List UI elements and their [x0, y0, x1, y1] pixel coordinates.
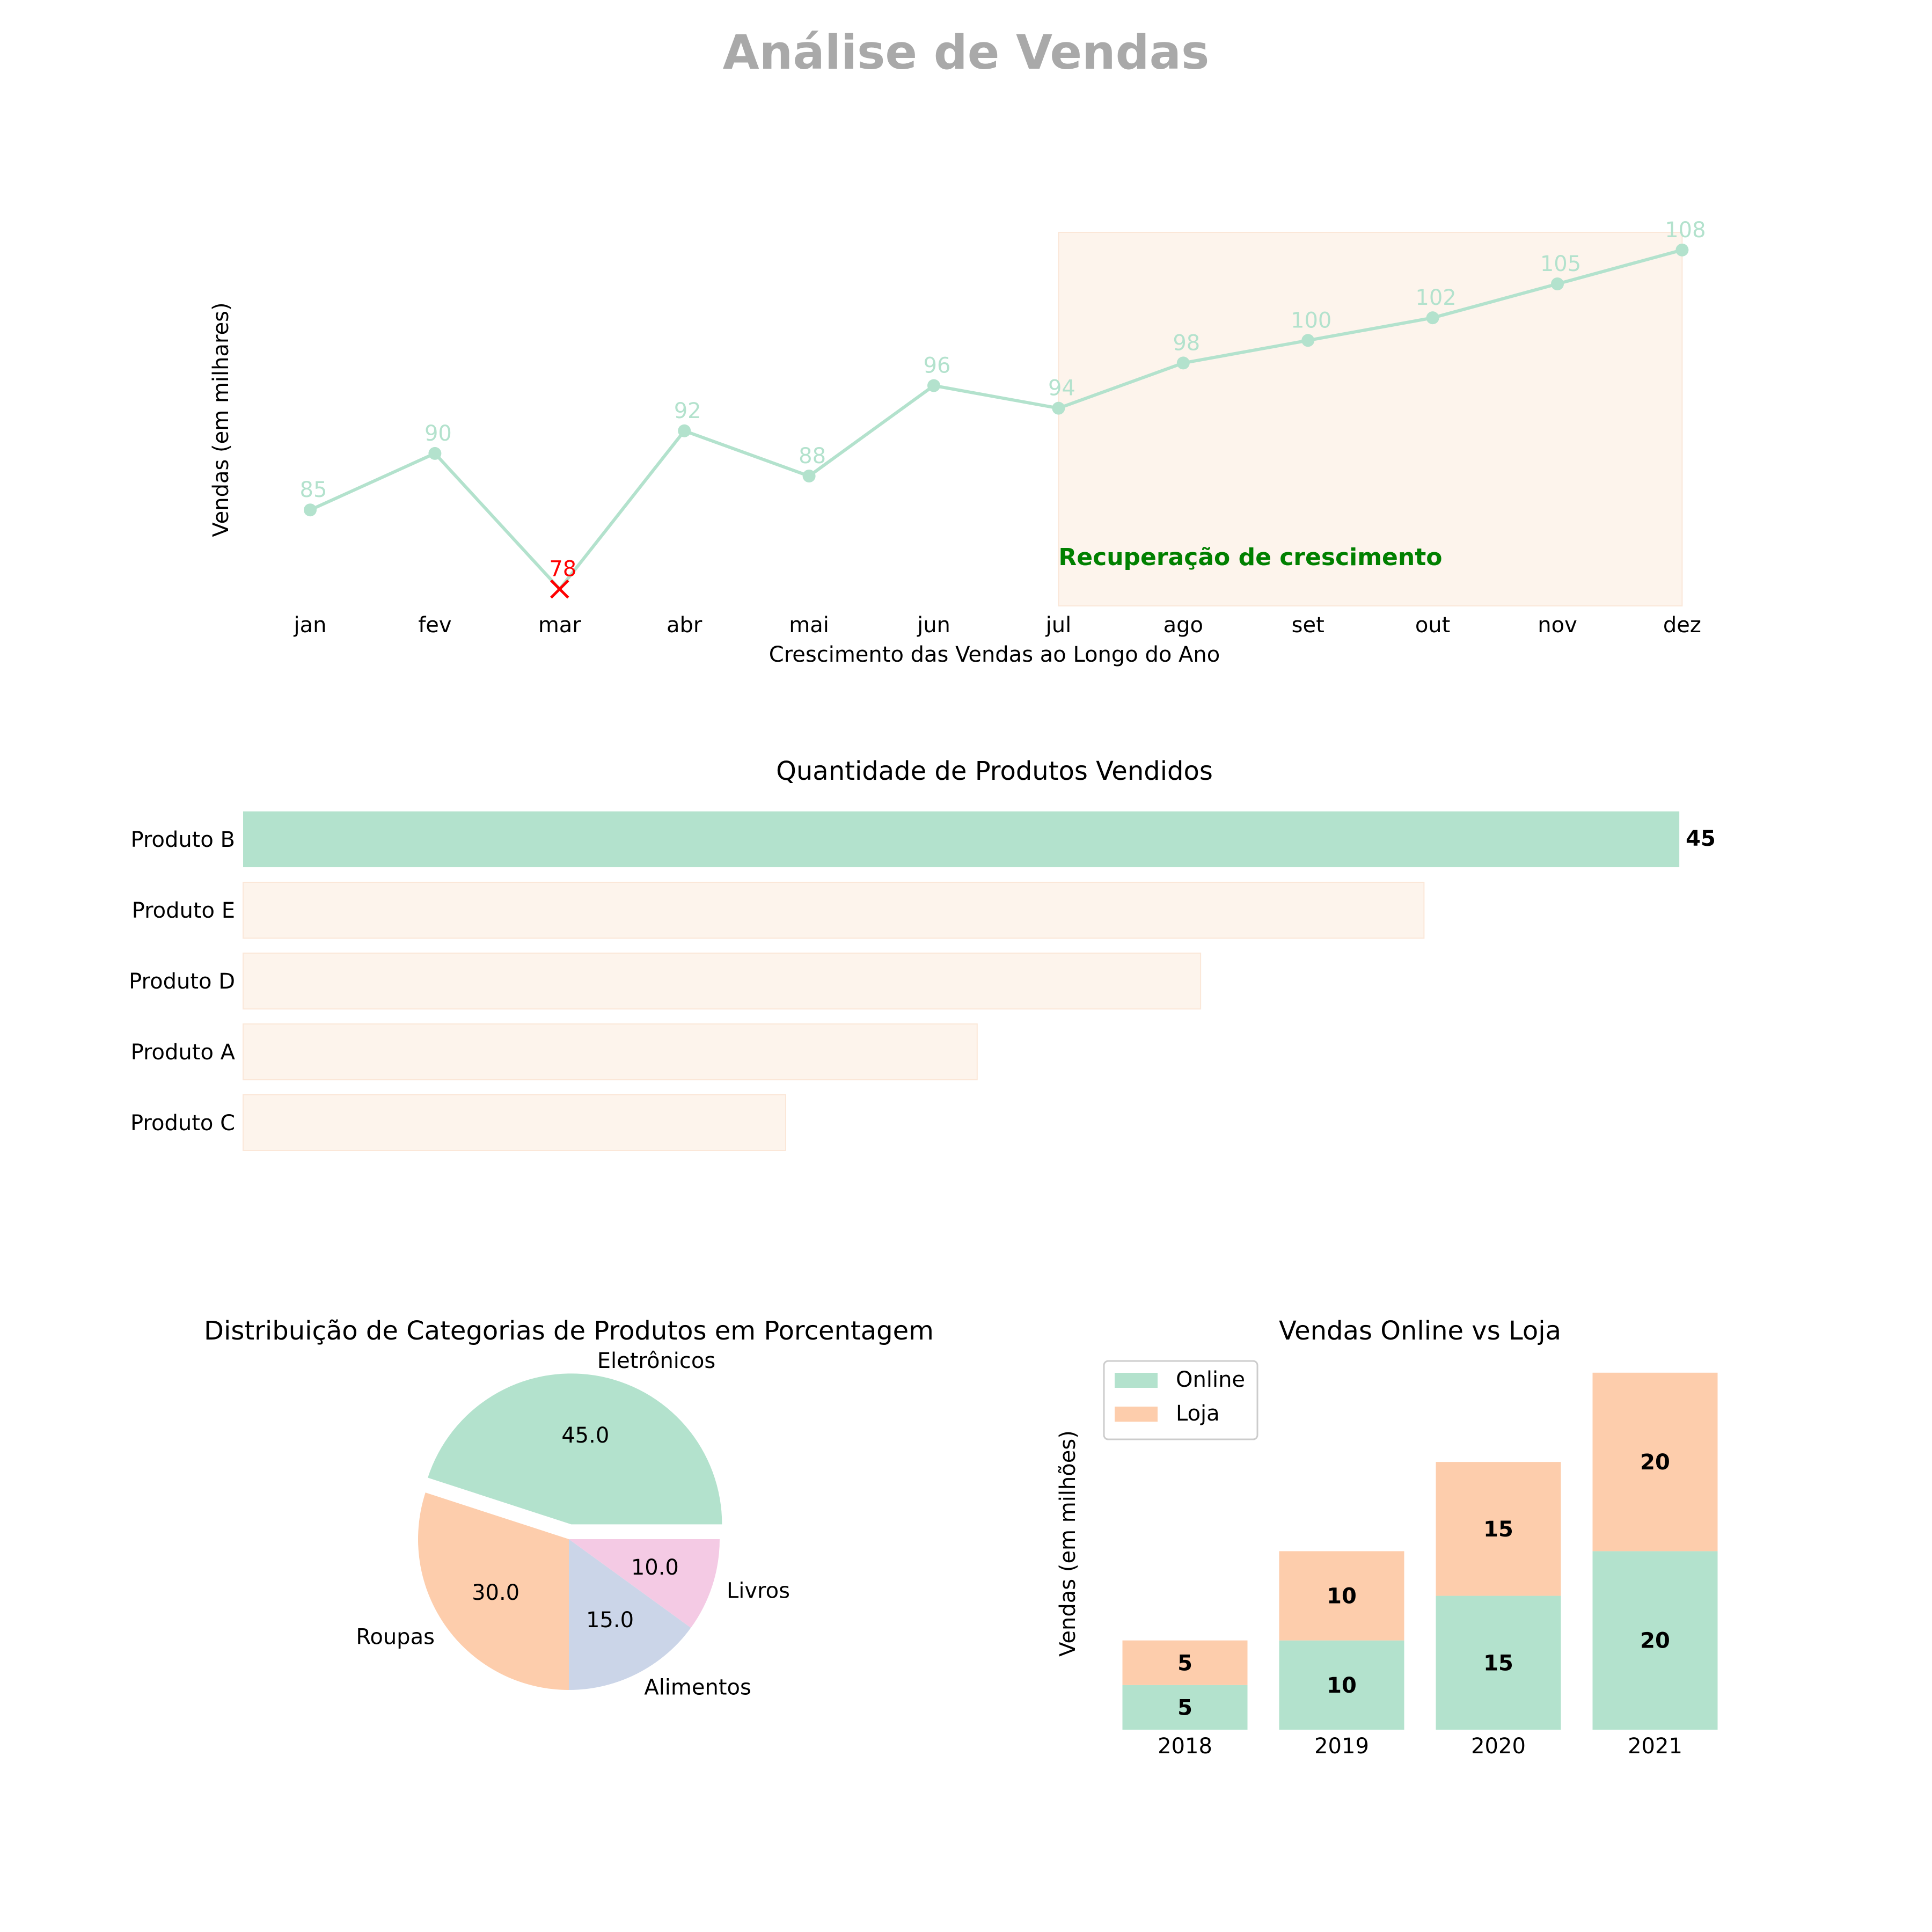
data-label: 98: [1173, 331, 1200, 355]
data-label: 92: [674, 399, 701, 423]
pie-slice: [418, 1492, 569, 1690]
legend: Online Loja: [1103, 1360, 1258, 1440]
x-tick-label: jun: [917, 613, 950, 638]
bar-segment-loja: [1279, 1551, 1404, 1641]
legend-label: Online: [1176, 1367, 1245, 1392]
pie-category-label: Eletrônicos: [597, 1349, 716, 1373]
y-axis-label: Vendas (em milhares): [209, 302, 233, 537]
chart-title: Distribuição de Categorias de Produtos e…: [204, 1316, 934, 1346]
data-point: [428, 447, 442, 460]
x-tick-label: fev: [418, 613, 451, 638]
bar-value-label: 45: [1686, 826, 1716, 851]
x-tick-label: mar: [538, 613, 581, 638]
x-tick-label: set: [1292, 613, 1324, 638]
bar-highlighted: [243, 811, 1680, 867]
legend-swatch: [1115, 1407, 1158, 1422]
legend-swatch: [1115, 1373, 1158, 1388]
pie-slice: [428, 1373, 722, 1525]
data-point: [927, 379, 940, 392]
data-point: [802, 470, 816, 483]
bar-value-label: 5: [1177, 1695, 1192, 1720]
bar-value-label: 15: [1483, 1517, 1513, 1542]
bar-segment-online: [1592, 1551, 1718, 1730]
highlight-region-label: Recuperação de crescimento: [1058, 544, 1442, 571]
x-tick-label: 2021: [1628, 1734, 1682, 1759]
legend-label: Loja: [1176, 1401, 1220, 1426]
min-marker: [550, 579, 569, 599]
pie-slice: [569, 1539, 720, 1628]
data-point: [678, 424, 691, 437]
bar: [243, 953, 1202, 1009]
bar-value-label: 15: [1483, 1651, 1513, 1675]
data-label: 96: [924, 354, 951, 378]
bar-segment-online: [1279, 1640, 1404, 1730]
bar: [243, 1094, 786, 1151]
highlight-region: [1058, 232, 1683, 606]
x-tick-label: ago: [1163, 613, 1203, 638]
x-tick-label: jul: [1045, 613, 1072, 638]
data-label: 108: [1665, 218, 1706, 243]
data-point: [1052, 401, 1065, 415]
data-label: 100: [1291, 308, 1331, 333]
y-axis-label: Vendas (em milhões): [1056, 1430, 1080, 1657]
data-point: [1176, 356, 1190, 370]
x-tick-label: 2018: [1158, 1734, 1212, 1759]
data-label: 85: [300, 478, 327, 502]
pie-category-label: Roupas: [356, 1625, 435, 1650]
data-point: [1301, 334, 1315, 347]
pie-value-label: 10.0: [631, 1555, 679, 1580]
y-tick-label: Produto E: [132, 898, 235, 923]
pie-chart: Distribuição de Categorias de Produtos e…: [204, 1316, 934, 1700]
data-label: 90: [425, 421, 452, 446]
data-point: [1426, 311, 1439, 325]
pie-value-label: 30.0: [472, 1580, 519, 1605]
y-tick-label: Produto C: [130, 1111, 235, 1136]
pie-value-label: 15.0: [586, 1608, 634, 1633]
data-label: 88: [799, 444, 826, 469]
x-tick-label: out: [1415, 613, 1451, 638]
line-chart: Recuperação de crescimento 85 jan 90 fev 78 ma…: [209, 218, 1706, 667]
bar-segment-loja: [1122, 1640, 1248, 1685]
pie-category-label: Livros: [727, 1579, 790, 1604]
chart-title: Vendas Online vs Loja: [1279, 1316, 1561, 1346]
y-tick-label: Produto B: [130, 828, 235, 852]
x-axis-label: Crescimento das Vendas ao Longo do Ano: [769, 642, 1220, 667]
pie-value-label: 45.0: [561, 1423, 609, 1448]
y-tick-label: Produto D: [129, 969, 235, 994]
x-tick-label: mai: [789, 613, 829, 638]
series-line: [309, 248, 1683, 591]
y-tick-label: Produto A: [131, 1040, 236, 1065]
data-point: [1675, 243, 1689, 257]
data-label: 105: [1540, 252, 1581, 276]
data-label: 94: [1048, 376, 1075, 401]
pie-slice: [569, 1539, 691, 1690]
pie-category-label: Alimentos: [644, 1675, 751, 1700]
x-tick-label: nov: [1538, 613, 1577, 638]
horizontal-bar-chart: Quantidade de Produtos Vendidos Produto B…: [129, 756, 1716, 1151]
bar: [243, 1023, 978, 1080]
stacked-bar-chart: Vendas Online vs Loja Vendas (em milhões)…: [1056, 1316, 1718, 1759]
bar-value-label: 10: [1327, 1584, 1357, 1609]
bar-segment-loja: [1592, 1372, 1718, 1552]
bar-value-label: 20: [1640, 1629, 1670, 1653]
data-label-min: 78: [549, 557, 576, 582]
bar-segment-loja: [1436, 1462, 1561, 1596]
data-label: 102: [1415, 286, 1456, 310]
bar-value-label: 5: [1177, 1651, 1192, 1675]
x-tick-label: abr: [667, 613, 702, 638]
x-tick-label: 2020: [1471, 1734, 1526, 1759]
bar-segment-online: [1122, 1685, 1248, 1730]
x-tick-label: dez: [1663, 613, 1701, 638]
bar-value-label: 10: [1327, 1673, 1357, 1698]
chart-title: Quantidade de Produtos Vendidos: [776, 756, 1213, 786]
main-title: Análise de Vendas: [723, 25, 1210, 80]
x-tick-label: 2019: [1314, 1734, 1369, 1759]
bar-segment-online: [1436, 1596, 1561, 1730]
bar-value-label: 20: [1640, 1450, 1670, 1475]
data-point: [304, 503, 317, 517]
bar: [243, 882, 1425, 939]
data-point: [1551, 277, 1564, 290]
x-tick-label: jan: [294, 613, 327, 638]
